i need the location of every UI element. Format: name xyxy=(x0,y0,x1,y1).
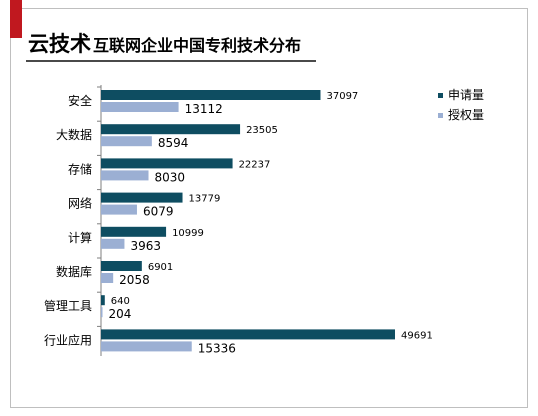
data-label: 37097 xyxy=(326,91,358,102)
data-label: 22237 xyxy=(239,159,271,170)
data-label: 2058 xyxy=(119,273,150,287)
legend-swatch xyxy=(438,113,443,118)
data-label: 6901 xyxy=(148,262,173,273)
data-label: 204 xyxy=(109,307,132,321)
category-label: 计算 xyxy=(68,230,92,245)
category-label: 数据库 xyxy=(56,264,92,279)
category-label: 行业应用 xyxy=(44,332,92,347)
legend-swatch xyxy=(438,93,443,98)
data-label: 640 xyxy=(111,296,130,307)
bar-granted xyxy=(101,136,152,147)
category-label: 管理工具 xyxy=(44,298,92,313)
bar-granted xyxy=(101,238,125,249)
bar-granted xyxy=(101,307,103,318)
title-sub: 互联网企业中国专利技术分布 xyxy=(93,36,302,55)
bar-application xyxy=(101,192,183,203)
bar-application xyxy=(101,226,167,237)
bar-granted xyxy=(101,102,179,112)
category-label: 存储 xyxy=(68,161,92,176)
bar-application xyxy=(101,261,142,271)
title-underline xyxy=(26,60,316,62)
data-label: 13779 xyxy=(189,194,221,205)
data-label: 49691 xyxy=(401,330,433,341)
bar-granted xyxy=(101,170,149,181)
data-label: 13112 xyxy=(185,102,223,116)
data-label: 15336 xyxy=(198,341,236,355)
category-label: 安全 xyxy=(68,93,92,108)
legend-label: 授权量 xyxy=(448,107,484,122)
data-label: 10999 xyxy=(172,228,204,239)
data-label: 23505 xyxy=(246,125,278,136)
bar-application xyxy=(101,90,321,100)
title-main: 云技术 xyxy=(28,32,91,56)
bar-granted xyxy=(101,204,137,215)
legend-label: 申请量 xyxy=(448,88,484,102)
bar-granted xyxy=(101,341,192,352)
bar-granted xyxy=(101,273,114,283)
category-label: 网络 xyxy=(68,196,92,211)
bar-application xyxy=(101,124,241,135)
data-label: 8030 xyxy=(155,170,186,184)
bar-application xyxy=(101,158,233,169)
data-label: 6079 xyxy=(143,205,174,219)
title-accent-bar xyxy=(10,0,22,38)
bar-application xyxy=(101,295,105,306)
bar-application xyxy=(101,329,395,340)
data-label: 8594 xyxy=(158,136,189,150)
chart-frame xyxy=(10,8,528,408)
chart-title: 云技术 互联网企业中国专利技术分布 xyxy=(28,28,301,58)
category-label: 大数据 xyxy=(56,127,92,142)
data-label: 3963 xyxy=(130,239,161,253)
